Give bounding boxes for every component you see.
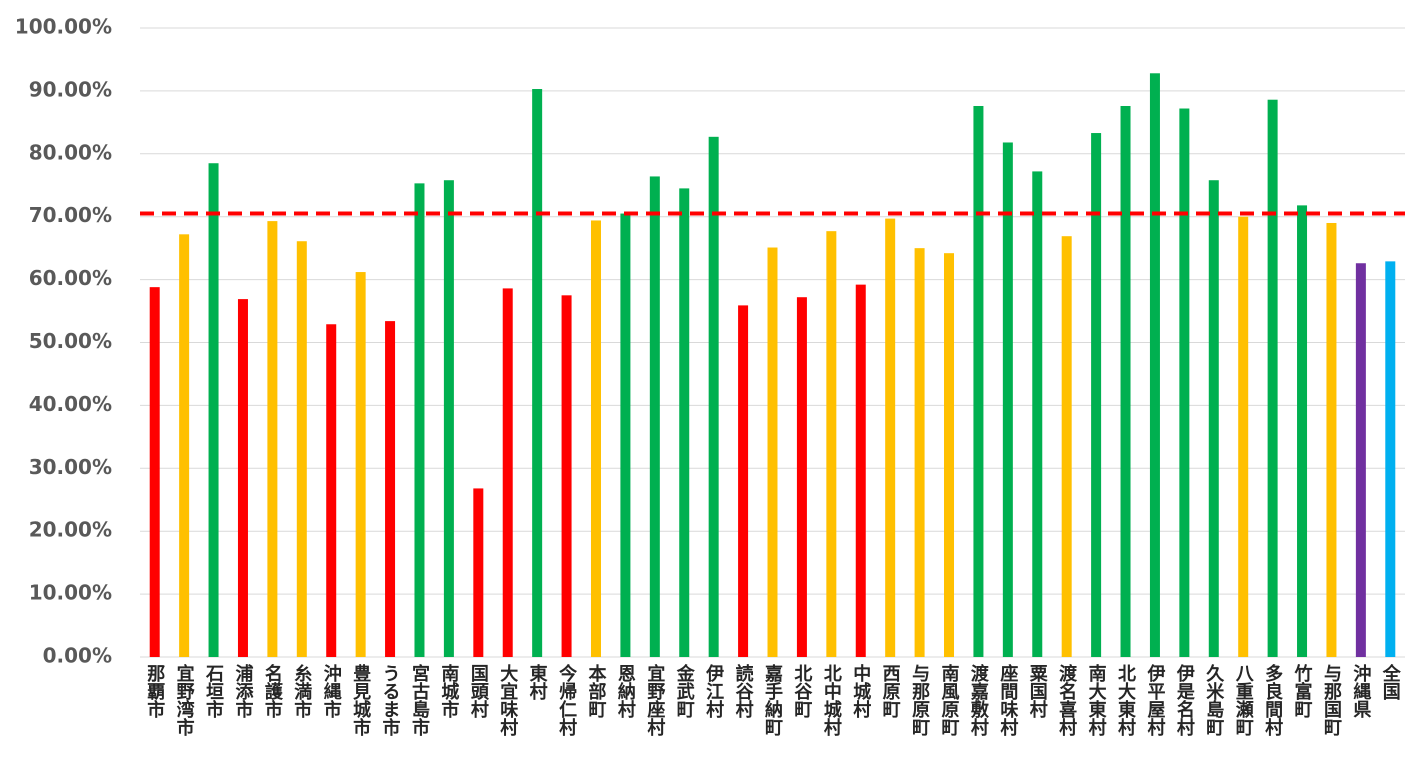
bar	[1032, 171, 1043, 658]
bar	[179, 234, 190, 657]
bar	[679, 188, 690, 657]
x-tick-label: 糸満市	[291, 663, 312, 719]
bar	[1238, 216, 1249, 657]
x-tick-label: 金武町	[674, 663, 696, 718]
x-tick-label: 東村	[527, 663, 548, 700]
bar	[1297, 205, 1308, 658]
bar	[708, 136, 719, 657]
bar	[649, 176, 660, 657]
bar	[590, 220, 601, 657]
x-tick-label: 宜野座村	[644, 663, 665, 736]
x-tick-label: 国頭村	[468, 664, 489, 718]
bar	[561, 295, 572, 657]
x-tick-label: 渡嘉敷村	[968, 663, 990, 736]
bar	[885, 218, 896, 657]
x-tick-label: 嘉手納町	[762, 664, 784, 736]
x-tick-label: 渡名喜村	[1056, 663, 1077, 736]
x-tick-label: 那覇市	[144, 664, 165, 719]
bar	[973, 105, 984, 658]
bar	[443, 180, 454, 657]
bar	[767, 247, 778, 657]
bar	[914, 248, 925, 657]
bar	[1385, 261, 1396, 657]
bar	[502, 288, 513, 657]
x-tick-label: 今帰仁村	[556, 663, 577, 736]
x-tick-label: 与那原町	[909, 664, 930, 736]
bar	[620, 213, 631, 657]
bar	[1179, 108, 1190, 657]
x-tick-label: 恩納村	[615, 664, 636, 718]
bar	[1355, 263, 1366, 657]
x-tick-label: 沖縄県	[1350, 663, 1371, 719]
bar	[1326, 222, 1337, 658]
x-tick-label: 粟国村	[1027, 664, 1049, 718]
x-tick-label: 伊平屋村	[1144, 663, 1166, 736]
bar	[237, 299, 248, 657]
y-tick-label: 70.00%	[29, 203, 112, 227]
x-tick-label: 北大東村	[1115, 664, 1136, 736]
bar	[1267, 99, 1278, 658]
y-tick-label: 100.00%	[15, 15, 112, 39]
y-tick-label: 90.00%	[29, 77, 112, 101]
x-tick-label: 西原町	[880, 664, 901, 718]
y-tick-label: 60.00%	[29, 266, 112, 290]
bar	[473, 488, 484, 657]
x-tick-label: 与那国町	[1321, 664, 1342, 736]
bar	[855, 284, 866, 657]
x-tick-label: 久米島町	[1203, 663, 1224, 736]
x-tick-label: 南風原町	[939, 663, 960, 736]
y-tick-label: 10.00%	[29, 581, 112, 605]
bar	[326, 324, 337, 657]
x-tick-label: 北谷町	[791, 664, 812, 718]
y-tick-label: 50.00%	[29, 329, 112, 353]
bar	[1091, 133, 1102, 658]
x-tick-label: 浦添市	[232, 663, 253, 719]
x-tick-label: 豊見城市	[350, 664, 372, 737]
bar	[826, 231, 837, 658]
x-tick-label: 名護市	[262, 663, 283, 719]
x-tick-label: 沖縄市	[321, 663, 342, 719]
bar	[1061, 236, 1072, 657]
x-tick-label: 八重瀬町	[1233, 664, 1254, 736]
y-tick-label: 0.00%	[43, 644, 112, 668]
bar	[796, 297, 807, 657]
bar	[944, 253, 955, 657]
x-tick-label: 南大東村	[1086, 663, 1107, 736]
bar	[208, 163, 219, 658]
bar	[1002, 142, 1013, 657]
bar	[1208, 180, 1219, 657]
x-tick-label: 読谷村	[733, 663, 754, 718]
x-tick-label: 本部町	[585, 663, 606, 718]
x-tick-label: 多良間村	[1262, 663, 1283, 736]
x-tick-label: 座間味村	[997, 663, 1018, 736]
bar	[738, 305, 749, 657]
y-tick-label: 30.00%	[29, 455, 112, 479]
bar	[296, 241, 307, 657]
bar	[355, 272, 366, 657]
bar	[149, 287, 160, 657]
x-tick-label: うるま市	[380, 664, 401, 737]
y-tick-label: 20.00%	[29, 518, 112, 542]
x-tick-label: 伊江村	[703, 663, 725, 718]
bar	[532, 89, 543, 657]
x-tick-label: 大宜味村	[497, 663, 518, 736]
y-tick-label: 40.00%	[29, 392, 112, 416]
bar	[385, 321, 396, 657]
x-tick-label: 北中城村	[821, 664, 842, 736]
bar	[1149, 73, 1160, 657]
x-tick-label: 宜野湾市	[174, 663, 195, 737]
bar	[267, 221, 278, 657]
x-tick-label: 竹富町	[1292, 663, 1314, 718]
x-tick-label: 南城市	[438, 663, 459, 719]
y-tick-label: 80.00%	[29, 140, 112, 164]
x-tick-label: 宮古島市	[409, 663, 430, 737]
x-tick-label: 石垣市	[203, 664, 225, 719]
x-tick-label: 全国	[1380, 663, 1402, 701]
bar	[1120, 105, 1131, 658]
x-tick-label: 伊是名村	[1174, 663, 1196, 736]
bar	[414, 183, 425, 657]
x-tick-label: 中城村	[850, 663, 871, 718]
